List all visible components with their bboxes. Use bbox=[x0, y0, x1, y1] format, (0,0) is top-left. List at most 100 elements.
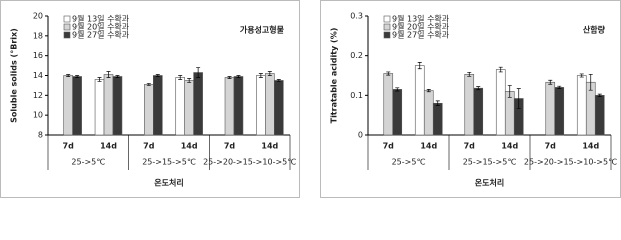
error-bar bbox=[267, 71, 272, 76]
frame bbox=[0, 0, 300, 198]
bar bbox=[153, 75, 163, 136]
error-bar bbox=[276, 79, 281, 82]
y-axis-label: Titratable acidity (%) bbox=[330, 28, 339, 124]
error-bar bbox=[498, 66, 503, 73]
bar bbox=[414, 65, 425, 136]
x-tick-label: 14d bbox=[100, 142, 117, 151]
bar bbox=[256, 75, 266, 136]
bar bbox=[63, 75, 73, 136]
y-tick-label: 0 bbox=[358, 131, 363, 140]
y-tick-label: 12 bbox=[33, 91, 43, 100]
x-tick-label: 14d bbox=[501, 142, 518, 151]
legend-label: 9월 27일 수확과 bbox=[72, 30, 130, 40]
y-tick-label: 0.2 bbox=[350, 51, 363, 60]
x-tick-label: 7d bbox=[545, 142, 557, 151]
page: Soluble solids (°Brix) 8 10 12 14 16 18 20 7d 14d… bbox=[0, 0, 621, 198]
x-tick-label: 7d bbox=[224, 142, 236, 151]
bar bbox=[594, 95, 605, 136]
group-label: 25->15->5℃ bbox=[463, 158, 517, 167]
legend-label: 9월 13일 수확과 bbox=[72, 14, 130, 24]
bar bbox=[464, 74, 475, 136]
error-bar bbox=[178, 75, 183, 80]
y-tick-label: 16 bbox=[33, 51, 43, 60]
error-bar bbox=[236, 75, 241, 78]
x-tick-label: 14d bbox=[181, 142, 198, 151]
legend-label: 9월 13일 수확과 bbox=[392, 14, 450, 24]
error-bar bbox=[476, 86, 481, 91]
chart: Soluble solids (°Brix) 8 10 12 14 16 18 20 7d 14d… bbox=[0, 0, 300, 198]
error-bar bbox=[386, 71, 391, 76]
chart: Titratable acidity (%) 0 0.1 0.2 0.3 7d 14d 7d 1… bbox=[320, 0, 621, 198]
error-bar bbox=[516, 88, 521, 109]
bar bbox=[103, 74, 114, 136]
error-bar bbox=[115, 75, 120, 78]
legend-swatch bbox=[383, 31, 391, 39]
bar bbox=[274, 80, 284, 136]
x-tick-label: 7d bbox=[464, 142, 476, 151]
y-tick-label: 8 bbox=[38, 131, 43, 140]
legend-label: 9월 20일 수확과 bbox=[392, 22, 450, 32]
error-bar bbox=[146, 83, 151, 86]
group-label: 25->5℃ bbox=[71, 158, 105, 167]
error-bar bbox=[548, 79, 553, 85]
y-axis-label: Soluble solids (°Brix) bbox=[10, 28, 19, 123]
bar bbox=[224, 77, 235, 136]
bar bbox=[423, 90, 434, 136]
error-bar bbox=[557, 85, 562, 89]
group-label: 25->20->15->10->5℃ bbox=[203, 158, 296, 167]
legend-swatch bbox=[63, 23, 71, 31]
bar bbox=[193, 72, 203, 136]
error-bar bbox=[227, 76, 232, 79]
error-bar bbox=[579, 73, 584, 78]
bar bbox=[112, 76, 123, 136]
error-bar bbox=[395, 87, 400, 92]
bar bbox=[545, 81, 556, 136]
bar bbox=[383, 73, 394, 136]
x-tick-label: 7d bbox=[143, 142, 155, 151]
x-tick-label: 7d bbox=[383, 142, 395, 151]
error-bar bbox=[196, 67, 201, 78]
error-bar bbox=[187, 78, 192, 83]
legend-swatch bbox=[63, 15, 71, 23]
x-tick-label: 14d bbox=[420, 142, 437, 151]
error-bar bbox=[507, 85, 512, 98]
x-axis-label: 온도처리 bbox=[475, 178, 504, 188]
x-axis-label: 온도처리 bbox=[154, 178, 183, 188]
legend-swatch bbox=[383, 23, 391, 31]
error-bar bbox=[66, 74, 71, 77]
y-tick-label: 0.3 bbox=[350, 12, 363, 21]
group-label: 25->5℃ bbox=[392, 158, 426, 167]
y-tick-label: 20 bbox=[33, 12, 43, 21]
y-tick-label: 14 bbox=[33, 71, 43, 80]
legend-label: 9월 20일 수확과 bbox=[72, 22, 130, 32]
error-bar bbox=[588, 73, 593, 91]
annotation: 산함량 bbox=[583, 25, 606, 35]
error-bar bbox=[426, 89, 431, 93]
error-bar bbox=[435, 100, 440, 106]
error-bar bbox=[155, 74, 160, 77]
bar bbox=[576, 75, 587, 136]
x-tick-label: 14d bbox=[582, 142, 599, 151]
legend-swatch bbox=[63, 31, 71, 39]
legend-label: 9월 27일 수확과 bbox=[392, 30, 450, 40]
group-label: 25->15->5℃ bbox=[142, 158, 196, 167]
bar bbox=[473, 87, 484, 136]
bar bbox=[144, 84, 154, 136]
y-tick-label: 18 bbox=[33, 31, 43, 40]
bar bbox=[175, 77, 185, 136]
error-bar bbox=[258, 73, 263, 78]
annotation: 가용성고형물 bbox=[240, 25, 285, 35]
bar bbox=[184, 80, 194, 136]
y-tick-label: 0.1 bbox=[350, 91, 363, 100]
y-tick-label: 10 bbox=[33, 111, 43, 120]
error-bar bbox=[417, 62, 422, 70]
x-tick-label: 7d bbox=[63, 142, 75, 151]
bar bbox=[554, 87, 565, 136]
bar bbox=[265, 73, 275, 136]
bar bbox=[392, 89, 403, 136]
bar bbox=[72, 76, 82, 136]
error-bar bbox=[467, 71, 472, 77]
error-bar bbox=[106, 71, 111, 78]
error-bar bbox=[75, 75, 80, 78]
bar bbox=[432, 102, 443, 136]
